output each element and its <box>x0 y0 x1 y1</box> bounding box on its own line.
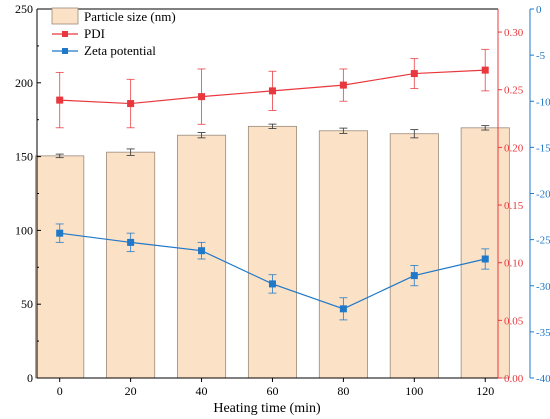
bar-20 <box>106 151 156 379</box>
x-tick-label: 80 <box>337 384 349 398</box>
zeta-point-120 <box>481 255 489 263</box>
bar-error-60 <box>268 123 277 130</box>
legend-label-pdi: PDI <box>84 26 105 41</box>
legend-label-zeta: Zeta potential <box>84 43 156 58</box>
x-axis-title: Heating time (min) <box>213 401 321 416</box>
legend-marker-zeta <box>62 48 68 54</box>
x-tick-label: 60 <box>266 384 278 398</box>
y-pdi-tick-label: 0.30 <box>504 27 524 39</box>
zeta-point-20 <box>127 238 135 246</box>
y-pdi-tick-label: 0.25 <box>504 85 524 97</box>
y-pdi-tick-label: 0.10 <box>504 258 524 270</box>
y-zeta-tick-label: 0 <box>536 4 542 16</box>
pdi-point-40 <box>198 93 206 101</box>
x-tick-label: 100 <box>405 384 423 398</box>
y-zeta-tick-label: -15 <box>536 142 550 154</box>
y-pdi-tick-label: 0.00 <box>504 373 524 385</box>
axes: 0501001502002500.000.050.100.150.200.250… <box>15 2 550 398</box>
y-zeta-tick-label: -25 <box>536 235 550 247</box>
y-zeta-tick-label: -40 <box>536 373 550 385</box>
y-left-tick-label: 200 <box>15 76 33 90</box>
bar-error-40 <box>197 132 206 139</box>
legend: Particle size (nm) PDI Zeta potential <box>51 7 176 58</box>
pdi-point-60 <box>268 87 276 95</box>
x-tick-label: 40 <box>196 384 208 398</box>
y-pdi-tick-label: 0.15 <box>504 200 524 212</box>
y-left-tick-label: 250 <box>15 2 33 16</box>
bar-series-particle-size <box>35 125 510 379</box>
y-zeta-tick-label: -30 <box>536 281 550 293</box>
y-left-tick-label: 50 <box>21 297 33 311</box>
legend-label-particle-size: Particle size (nm) <box>84 9 176 24</box>
bar-error-0 <box>55 153 64 159</box>
x-tick-label: 20 <box>125 384 137 398</box>
y-zeta-tick-label: -5 <box>536 50 546 62</box>
pdi-point-100 <box>410 70 418 78</box>
zeta-point-40 <box>198 247 206 255</box>
pdi-point-120 <box>481 66 489 74</box>
pdi-point-20 <box>127 100 135 108</box>
y-left-tick-label: 0 <box>27 371 33 385</box>
y-pdi-tick-label: 0.05 <box>504 315 524 327</box>
y-left-tick-label: 150 <box>15 150 33 164</box>
legend-marker-pdi <box>62 31 68 37</box>
y-zeta-tick-label: -35 <box>536 327 550 339</box>
bar-error-100 <box>410 129 419 139</box>
x-tick-label: 120 <box>476 384 494 398</box>
bar-60 <box>247 125 297 379</box>
y-zeta-tick-label: -10 <box>536 96 550 108</box>
pdi-point-0 <box>56 96 64 104</box>
pdi-point-80 <box>339 81 347 89</box>
y-left-tick-label: 100 <box>15 223 33 237</box>
bar-80 <box>318 130 368 379</box>
zeta-point-80 <box>339 305 347 313</box>
bar-error-80 <box>339 127 348 134</box>
x-tick-label: 0 <box>57 384 63 398</box>
zeta-point-100 <box>410 272 418 280</box>
bar-100 <box>389 133 439 379</box>
bar-error-120 <box>481 125 490 131</box>
legend-swatch-particle-size <box>51 7 79 25</box>
bar-error-20 <box>126 148 135 156</box>
zeta-point-60 <box>268 280 276 288</box>
y-pdi-tick-label: 0.20 <box>504 142 524 154</box>
line-series-pdi <box>55 48 490 129</box>
y-zeta-tick-label: -20 <box>536 189 550 201</box>
bar-error-bars <box>55 123 490 159</box>
bar-0 <box>35 155 85 379</box>
line-series-zeta <box>55 223 490 321</box>
zeta-point-0 <box>56 229 64 237</box>
